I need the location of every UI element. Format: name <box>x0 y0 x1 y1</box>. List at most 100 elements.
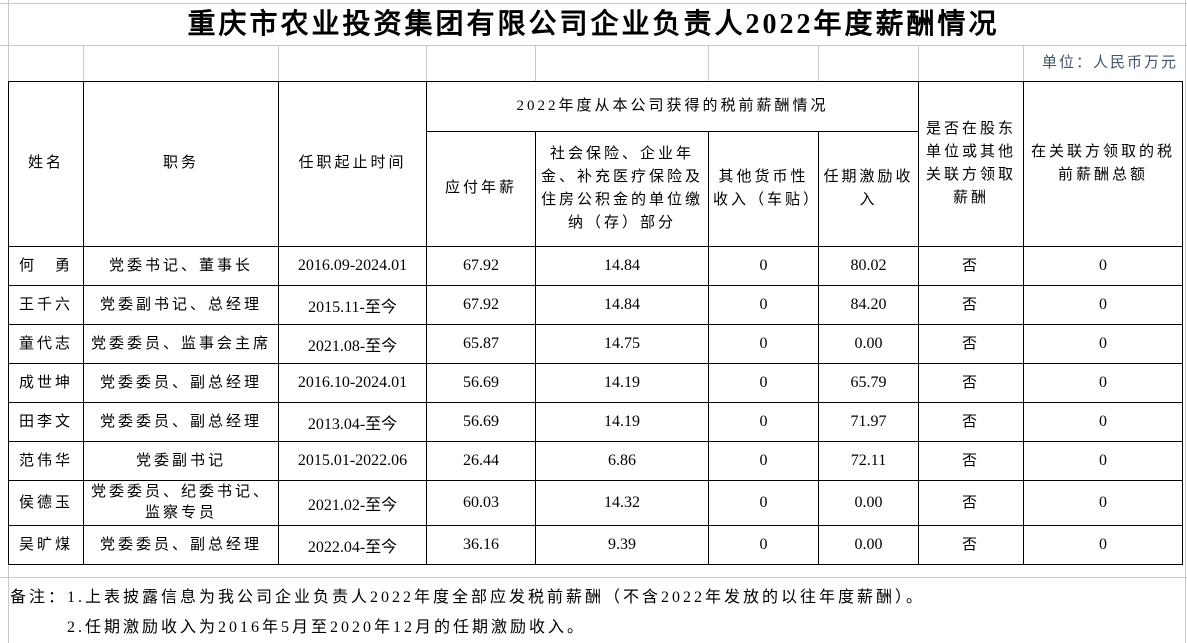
note-item-1: 1.上表披露信息为我公司企业负责人2022年度全部应发税前薪酬（不含2022年发… <box>67 589 926 606</box>
cell-shareholder-pay: 否 <box>918 480 1025 526</box>
table-header: 姓名 职务 任职起止时间 2022年度从本公司获得的税前薪酬情况 是否在股东单位… <box>8 81 1184 247</box>
note-item-2: 2.任期激励收入为2016年5月至2020年12月的任期激励收入。 <box>67 619 587 636</box>
cell-position: 党委副书记 <box>83 441 279 481</box>
cell-insurance: 6.86 <box>535 441 709 481</box>
table-row: 田李文 党委委员、副总经理 2013.04-至今 56.69 14.19 0 71.97 否 0 <box>8 402 1184 442</box>
sheet-gridline-col <box>1023 46 1024 81</box>
cell-shareholder-pay: 否 <box>918 285 1025 325</box>
cell-other-monetary: 0 <box>708 246 819 286</box>
header-insurance: 社会保险、企业年金、补充医疗保险及住房公积金的单位缴纳（存）部分 <box>535 131 709 247</box>
notes-label: 备注： <box>10 589 68 606</box>
cell-name: 成世坤 <box>8 363 84 403</box>
sheet-gridline-col <box>278 46 279 81</box>
cell-payable-salary: 56.69 <box>426 402 536 442</box>
cell-shareholder-pay: 否 <box>918 363 1025 403</box>
cell-tenure-incentive: 72.11 <box>817 441 920 481</box>
cell-position: 党委委员、副总经理 <box>83 363 279 403</box>
cell-tenure-incentive: 0.00 <box>817 480 920 526</box>
cell-other-monetary: 0 <box>708 324 819 364</box>
cell-tenure: 2013.04-至今 <box>278 402 427 442</box>
cell-insurance: 14.84 <box>535 285 709 325</box>
cell-insurance: 14.32 <box>535 480 709 526</box>
cell-tenure: 2016.10-2024.01 <box>278 363 427 403</box>
cell-name: 何 勇 <box>8 246 84 286</box>
cell-other-monetary: 0 <box>708 441 819 481</box>
footnotes: 备注：1.上表披露信息为我公司企业负责人2022年度全部应发税前薪酬（不含202… <box>10 583 1180 643</box>
cell-related-total: 0 <box>1023 525 1184 565</box>
header-other-monetary: 其他货币性收入（车贴） <box>708 131 819 247</box>
header-tenure: 任职起止时间 <box>278 81 427 247</box>
cell-related-total: 0 <box>1023 324 1184 364</box>
cell-tenure-incentive: 80.02 <box>817 246 920 286</box>
header-shareholder-pay: 是否在股东单位或其他关联方领取薪酬 <box>918 81 1025 247</box>
cell-payable-salary: 56.69 <box>426 363 536 403</box>
table-row: 成世坤 党委委员、副总经理 2016.10-2024.01 56.69 14.19 0 65… <box>8 363 1184 403</box>
cell-payable-salary: 36.16 <box>426 525 536 565</box>
sheet-gridline-col <box>918 46 919 81</box>
cell-related-total: 0 <box>1023 402 1184 442</box>
cell-shareholder-pay: 否 <box>918 525 1025 565</box>
cell-shareholder-pay: 否 <box>918 402 1025 442</box>
sheet-gridline-col <box>708 46 709 81</box>
cell-name: 童代志 <box>8 324 84 364</box>
table-row: 吴旷煤 党委委员、副总经理 2022.04-至今 36.16 9.39 0 0.00 否 0 <box>8 525 1184 565</box>
cell-payable-salary: 67.92 <box>426 246 536 286</box>
header-tenure-incentive: 任期激励收入 <box>817 131 920 247</box>
cell-position: 党委委员、副总经理 <box>83 402 279 442</box>
cell-position: 党委委员、监事会主席 <box>83 324 279 364</box>
header-pretax-group: 2022年度从本公司获得的税前薪酬情况 <box>425 81 920 132</box>
cell-name: 吴旷煤 <box>8 525 84 565</box>
cell-name: 田李文 <box>8 402 84 442</box>
cell-tenure: 2021.08-至今 <box>278 324 427 364</box>
header-related-total: 在关联方领取的税前薪酬总额 <box>1023 81 1184 247</box>
cell-position: 党委委员、副总经理 <box>83 525 279 565</box>
cell-shareholder-pay: 否 <box>918 324 1025 364</box>
cell-other-monetary: 0 <box>708 525 819 565</box>
cell-tenure-incentive: 84.20 <box>817 285 920 325</box>
sheet-gridline-right <box>1185 0 1186 643</box>
sheet-gridline-col <box>426 46 427 81</box>
cell-payable-salary: 60.03 <box>426 480 536 526</box>
cell-tenure: 2016.09-2024.01 <box>278 246 427 286</box>
note-line-1: 备注：1.上表披露信息为我公司企业负责人2022年度全部应发税前薪酬（不含202… <box>10 583 1180 613</box>
cell-tenure-incentive: 0.00 <box>817 525 920 565</box>
table-row: 王千六 党委副书记、总经理 2015.11-至今 67.92 14.84 0 84.20 否 0 <box>8 285 1184 325</box>
cell-position: 党委副书记、总经理 <box>83 285 279 325</box>
unit-note: 单位：人民币万元 <box>1041 55 1178 71</box>
sheet-gridline-below-title <box>0 45 1187 46</box>
salary-table: 姓名 职务 任职起止时间 2022年度从本公司获得的税前薪酬情况 是否在股东单位… <box>8 81 1184 565</box>
cell-tenure: 2021.02-至今 <box>278 480 427 526</box>
page-title: 重庆市农业投资集团有限公司企业负责人2022年度薪酬情况 <box>187 9 1000 40</box>
cell-related-total: 0 <box>1023 363 1184 403</box>
cell-payable-salary: 26.44 <box>426 441 536 481</box>
cell-other-monetary: 0 <box>708 402 819 442</box>
table-row: 何 勇党委书记、董事长 2016.09-2024.01 67.92 14.84 0 80.… <box>8 246 1184 286</box>
sheet-gridline-top <box>0 3 1187 4</box>
header-payable-salary: 应付年薪 <box>426 131 536 247</box>
cell-insurance: 14.75 <box>535 324 709 364</box>
header-position: 职务 <box>83 81 279 247</box>
cell-related-total: 0 <box>1023 441 1184 481</box>
cell-insurance: 14.19 <box>535 363 709 403</box>
table-row: 侯德玉 党委委员、纪委书记、监察专员 2021.02-至今 60.03 14.32 0 0.… <box>8 480 1184 526</box>
sheet-gridline-col <box>535 46 536 81</box>
cell-other-monetary: 0 <box>708 363 819 403</box>
cell-shareholder-pay: 否 <box>918 246 1025 286</box>
cell-other-monetary: 0 <box>708 285 819 325</box>
cell-name: 王千六 <box>8 285 84 325</box>
cell-tenure: 2015.11-至今 <box>278 285 427 325</box>
cell-related-total: 0 <box>1023 480 1184 526</box>
table-row: 范伟华 党委副书记 2015.01-2022.06 26.44 6.86 0 72.11 否 0 <box>8 441 1184 481</box>
table-body: 何 勇党委书记、董事长 2016.09-2024.01 67.92 14.84 0 80.… <box>8 246 1184 565</box>
cell-insurance: 14.84 <box>535 246 709 286</box>
cell-payable-salary: 65.87 <box>426 324 536 364</box>
sheet-gridline-col <box>818 46 819 81</box>
cell-related-total: 0 <box>1023 246 1184 286</box>
cell-shareholder-pay: 否 <box>918 441 1025 481</box>
cell-tenure-incentive: 71.97 <box>817 402 920 442</box>
cell-position: 党委书记、董事长 <box>83 246 279 286</box>
cell-tenure-incentive: 0.00 <box>817 324 920 364</box>
sheet-gridline-below-table <box>0 577 1187 578</box>
cell-position: 党委委员、纪委书记、监察专员 <box>83 480 279 526</box>
